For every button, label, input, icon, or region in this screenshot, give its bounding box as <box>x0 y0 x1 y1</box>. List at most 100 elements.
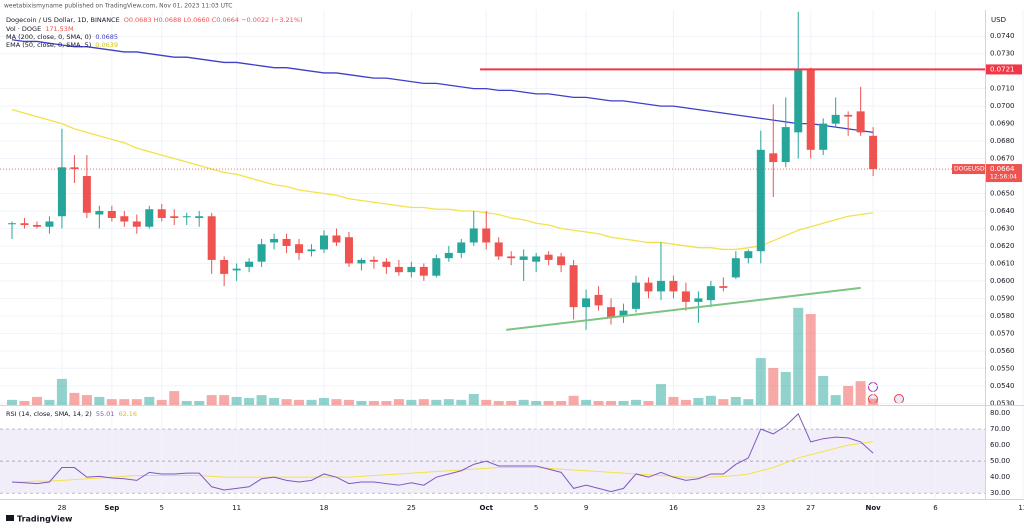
volume-bar <box>206 395 217 405</box>
volume-bar <box>19 400 30 405</box>
candle-body <box>869 135 878 170</box>
x-tick-label: 27 <box>806 504 815 512</box>
rsi-tick-label: 50.00 <box>990 457 1010 465</box>
candle-body <box>806 69 815 150</box>
volume-bar <box>718 399 729 405</box>
candle-body <box>444 252 453 259</box>
candle-body <box>157 209 166 218</box>
publisher: weetabixismyname published on TradingVie… <box>4 3 233 10</box>
candle-body <box>482 228 491 243</box>
price-label: 0.0721 <box>990 65 1015 73</box>
candle-body <box>57 167 66 217</box>
price-label-box <box>986 164 1022 183</box>
x-tick-label: 28 <box>57 504 66 512</box>
x-tick-label: 23 <box>756 504 765 512</box>
volume-bar <box>643 400 654 405</box>
y-tick-label: 0.0650 <box>990 190 1015 198</box>
volume-bar <box>581 399 592 405</box>
candle-body <box>756 149 765 252</box>
ohlc: O0.0683 H0.0688 L0.0660 C0.0664 −0.0022 … <box>123 16 303 24</box>
candle-body <box>681 291 690 302</box>
y-tick-label: 0.0560 <box>990 347 1015 355</box>
volume-bar <box>618 400 629 405</box>
candle-body <box>494 242 503 257</box>
x-tick-label: 16 <box>669 504 678 512</box>
rsi-ma-value: 62.16 <box>118 410 138 418</box>
x-tick-label: 6 <box>933 504 938 512</box>
volume-bar <box>593 400 604 405</box>
candle-body <box>632 282 640 309</box>
volume-bar <box>818 376 829 405</box>
volume-bar <box>531 400 542 405</box>
y-tick-label: 0.0700 <box>990 102 1015 110</box>
event-icon[interactable] <box>894 394 904 404</box>
candle-body <box>394 266 403 273</box>
rsi-tick-label: 80.00 <box>990 409 1010 417</box>
volume-bar <box>493 400 504 405</box>
candle-body <box>819 123 828 150</box>
candle-body <box>232 268 241 271</box>
candle-body <box>45 221 54 227</box>
volume-bar <box>456 399 467 405</box>
candle-body <box>170 216 179 218</box>
volume-bar <box>855 381 866 405</box>
candle-body <box>569 265 578 308</box>
volume-bar <box>793 307 804 405</box>
x-tick-label: 11 <box>232 504 241 512</box>
rsi-value: 55.01 <box>95 410 115 418</box>
legend-ema: EMA (50, close, 0, SMA, 5) 0.0639 <box>6 41 122 49</box>
x-tick-label: Nov <box>866 504 882 512</box>
x-tick-label: 25 <box>407 504 416 512</box>
y-tick-label: 0.0680 <box>990 137 1015 145</box>
candle-body <box>195 216 204 218</box>
legend-rsi: RSI (14, close, SMA, 14, 2) 55.01 62.16 <box>6 410 141 418</box>
volume-bar <box>668 396 679 405</box>
y-tick-label: 0.0630 <box>990 224 1015 232</box>
x-tick-label: 5 <box>534 504 538 512</box>
candle-body <box>831 114 840 124</box>
volume-bar <box>31 396 42 405</box>
volume-bar <box>269 398 280 405</box>
candle-body <box>769 153 778 163</box>
volume-bar <box>805 314 816 405</box>
y-tick-label: 0.0570 <box>990 329 1015 337</box>
symbol-box <box>952 164 985 175</box>
volume-bar <box>368 400 379 405</box>
volume-bar <box>418 399 429 405</box>
candle-body <box>644 282 653 292</box>
volume-bar <box>768 367 779 405</box>
candle-body <box>70 167 79 170</box>
candle-body <box>207 216 216 260</box>
candle-body <box>95 210 104 215</box>
candle-body <box>794 69 803 133</box>
volume-bar <box>381 400 392 405</box>
volume-bar <box>56 378 67 405</box>
candle-body <box>307 249 316 252</box>
volume-bar <box>843 385 854 405</box>
candle-body <box>20 223 29 225</box>
candle-body <box>220 259 229 274</box>
volume-bar <box>106 399 117 405</box>
volume-bar <box>631 399 641 405</box>
volume-bar <box>131 399 142 405</box>
volume-bar <box>44 399 55 405</box>
candle-body <box>781 127 790 163</box>
candle-body <box>282 238 291 246</box>
volume-bar <box>730 396 741 405</box>
x-tick-label: Sep <box>104 504 119 512</box>
volume-bar <box>568 395 579 405</box>
candle-body <box>731 258 740 278</box>
rsi-line <box>11 412 874 493</box>
volume-bar <box>169 391 180 405</box>
candle-body <box>694 298 703 302</box>
volume-bar <box>281 399 292 405</box>
volume-bar <box>294 399 305 405</box>
symbol-label: DOGEUSD <box>954 166 985 173</box>
rsi-name: RSI (14, close, SMA, 14, 2) <box>6 410 92 418</box>
y-tick-label: 0.0670 <box>990 155 1015 163</box>
x-tick-label: 18 <box>320 504 329 512</box>
y-tick-label: 0.0540 <box>990 382 1015 390</box>
volume-value: 171.53M <box>45 25 74 33</box>
volume-bar <box>393 399 404 405</box>
candle-body <box>856 111 865 133</box>
